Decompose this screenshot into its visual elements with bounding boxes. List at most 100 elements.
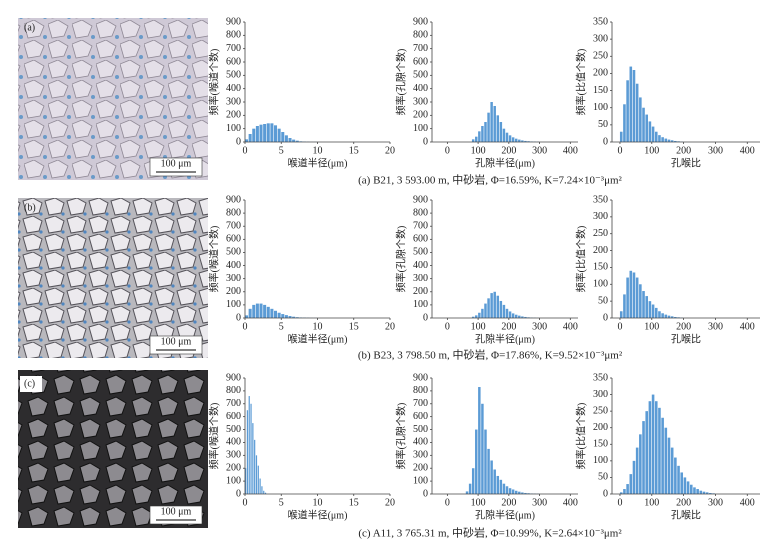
y-tick-label: 900 [413,16,428,27]
caption: (c) A11, 3 765.31 m, 中砂岩, Φ=10.99%, K=2.… [358,526,622,540]
bar [619,492,623,494]
x-tick-label: 5 [279,145,284,156]
bar [686,481,690,494]
bar [252,304,256,318]
bar [274,125,278,142]
bar [524,140,527,142]
y-tick-label: 100 [413,299,428,310]
x-tick-label: 5 [279,321,284,332]
bar [246,410,249,494]
bar [281,132,285,142]
y-tick-label: 250 [593,228,608,239]
y-tick-label: 300 [226,96,241,107]
bar [658,407,661,494]
bar [619,131,623,142]
bar [478,387,481,494]
x-tick-label: 20 [385,321,395,332]
bar [502,483,506,494]
bar [518,139,521,142]
bar [518,315,521,318]
bar [468,483,472,494]
bar [484,303,487,318]
bar [266,123,270,142]
bar [642,107,645,142]
x-tick-label: 100 [644,497,659,508]
bar [629,474,633,494]
y-tick-label: 200 [413,110,428,121]
y-tick-label: 0 [236,488,241,499]
bar [490,293,493,318]
y-tick-label: 100 [593,279,608,290]
x-tick-label: 10 [313,145,323,156]
y-tick-label: 100 [413,123,428,134]
bar [674,316,677,318]
bar [693,487,696,494]
x-tick-label: 200 [676,321,691,332]
y-tick-label: 350 [593,194,608,205]
y-tick-label: 300 [593,389,608,400]
bar [696,489,699,494]
caption: (a) B21, 3 593.00 m, 中砂岩, Φ=16.59%, K=7.… [358,173,622,187]
bar [642,291,645,318]
y-tick-label: 700 [226,221,241,232]
bar [254,439,256,494]
bar [511,137,515,142]
bar [499,479,503,494]
x-axis-label: 孔隙半径(μm) [475,508,535,521]
bar [292,139,296,142]
x-axis-label: 孔隙半径(μm) [475,332,535,345]
bar [502,304,506,318]
y-tick-label: 900 [413,194,428,205]
bar [645,114,649,142]
bar [623,294,626,318]
bar [259,478,261,494]
bar [674,140,677,142]
bar [639,284,642,318]
bar [261,486,263,494]
bar [481,308,484,318]
y-tick-label: 500 [413,247,428,258]
bar [245,139,249,142]
bar [281,314,285,318]
bar [629,270,633,318]
bar [245,468,247,494]
bar [475,315,478,318]
y-tick-label: 250 [593,405,608,416]
bar [651,126,655,142]
bar [524,316,527,318]
bar [508,311,512,318]
x-tick-label: 100 [471,497,486,508]
bar [667,139,671,142]
photo-c: (c) 100 μm [18,370,208,528]
y-tick-label: 500 [226,70,241,81]
bar [514,490,518,494]
y-tick-label: 100 [226,123,241,134]
bar [264,492,267,494]
x-tick-label: 100 [471,145,486,156]
y-tick-label: 0 [236,312,241,323]
y-tick-label: 150 [593,262,608,273]
bar [670,447,674,494]
bar [667,315,671,318]
x-axis-label: 孔喉比 [671,509,701,521]
bar [635,83,639,142]
bar [705,492,709,494]
bar [674,457,677,494]
y-tick-label: 400 [226,83,241,94]
y-tick-label: 700 [413,221,428,232]
bar [661,313,664,318]
y-tick-label: 500 [413,424,428,435]
y-tick-label: 200 [226,286,241,297]
x-tick-label: 200 [676,145,691,156]
bar [635,447,639,494]
y-tick-label: 300 [593,33,608,44]
y-tick-label: 150 [593,85,608,96]
bar [475,429,478,494]
y-tick-label: 300 [413,96,428,107]
x-axis-label: 孔喉比 [671,333,701,345]
bar [502,128,506,142]
photo-b: (b) 100 μm [18,198,208,358]
bar [508,135,512,142]
x-tick-label: 5 [279,497,284,508]
